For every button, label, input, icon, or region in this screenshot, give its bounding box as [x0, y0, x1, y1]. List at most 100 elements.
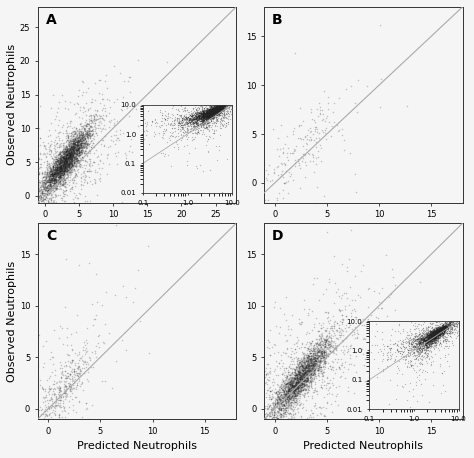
Point: [308, 365, 315, 372]
Point: [53, 163, 60, 170]
Point: [69, 151, 76, 158]
Point: [291, 378, 298, 386]
Point: [76, 158, 84, 165]
Point: [294, 389, 301, 397]
Point: [87, 133, 94, 140]
Point: [56, 364, 64, 371]
Point: [71, 136, 79, 144]
Point: [82, 144, 90, 152]
Point: [47, 172, 55, 180]
Point: [287, 392, 294, 399]
Point: [227, 403, 235, 411]
Point: [279, 407, 286, 414]
Point: [307, 366, 314, 374]
Point: [327, 334, 335, 342]
Point: [76, 127, 83, 135]
Point: [91, 118, 98, 125]
Point: [294, 369, 302, 376]
Point: [81, 125, 89, 132]
Point: [286, 371, 293, 378]
Point: [64, 159, 71, 166]
Point: [305, 354, 312, 361]
Point: [59, 169, 66, 176]
Point: [85, 168, 93, 175]
Point: [45, 176, 53, 183]
Point: [39, 184, 46, 191]
Point: [296, 135, 304, 142]
Point: [285, 395, 293, 402]
Point: [300, 377, 307, 385]
Point: [40, 414, 48, 422]
Point: [60, 145, 67, 153]
Point: [308, 369, 316, 376]
Point: [318, 372, 326, 379]
Point: [78, 170, 85, 177]
Point: [308, 392, 316, 399]
Point: [316, 349, 324, 356]
Point: [57, 164, 64, 172]
Point: [283, 336, 291, 344]
Point: [301, 370, 308, 377]
Point: [302, 357, 310, 365]
Point: [311, 350, 319, 357]
Point: [88, 167, 95, 174]
Point: [59, 161, 67, 168]
Point: [75, 350, 83, 357]
Point: [300, 142, 307, 149]
Point: [64, 152, 72, 159]
Point: [317, 347, 325, 354]
Point: [290, 382, 297, 390]
Point: [26, 180, 34, 187]
Point: [284, 400, 292, 408]
Point: [33, 155, 41, 162]
Point: [114, 134, 122, 142]
Point: [55, 160, 63, 168]
Point: [299, 374, 306, 381]
Point: [291, 346, 298, 353]
Point: [62, 155, 69, 163]
Point: [296, 369, 303, 376]
Point: [340, 343, 347, 350]
Point: [66, 145, 74, 152]
Point: [50, 169, 58, 176]
Point: [277, 396, 284, 403]
Point: [70, 153, 78, 161]
Point: [290, 389, 298, 397]
Point: [313, 390, 320, 397]
Point: [56, 174, 64, 181]
Point: [76, 150, 84, 158]
Point: [78, 135, 86, 142]
Point: [77, 141, 84, 148]
Point: [56, 173, 64, 180]
Point: [312, 345, 319, 352]
Point: [77, 156, 85, 164]
Point: [60, 173, 68, 180]
Point: [55, 165, 63, 172]
Point: [57, 154, 64, 161]
Point: [91, 127, 99, 135]
Point: [298, 369, 305, 376]
Point: [68, 144, 75, 151]
Point: [53, 163, 61, 170]
Point: [79, 131, 87, 138]
Point: [49, 437, 56, 445]
Point: [30, 186, 37, 193]
Point: [82, 139, 89, 146]
Point: [69, 357, 77, 364]
Point: [50, 170, 57, 178]
Point: [68, 147, 75, 154]
Point: [62, 156, 70, 164]
Point: [53, 177, 60, 185]
Point: [48, 168, 55, 175]
Point: [65, 158, 73, 165]
Point: [27, 129, 34, 136]
Point: [52, 179, 60, 186]
Point: [310, 366, 318, 373]
Point: [287, 403, 294, 410]
Point: [292, 381, 300, 388]
Point: [61, 150, 69, 158]
Point: [292, 370, 300, 377]
Point: [305, 371, 313, 378]
Point: [278, 387, 285, 394]
Point: [292, 380, 300, 387]
